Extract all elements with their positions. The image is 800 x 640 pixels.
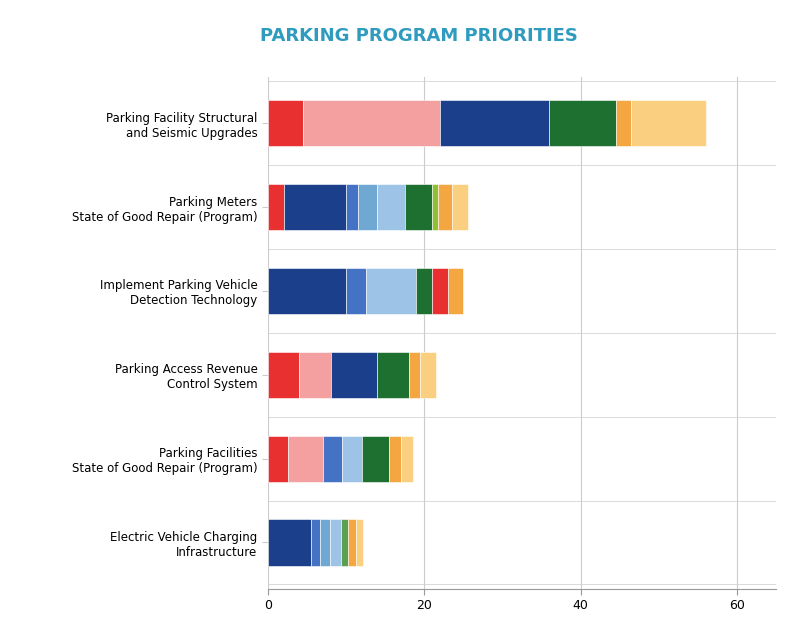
Bar [366,268,417,314]
Bar [438,184,453,230]
Text: PARKING PROGRAM PRIORITIES: PARKING PROGRAM PRIORITIES [260,27,578,45]
Bar [346,268,366,314]
Bar [358,184,378,230]
Bar [268,351,299,398]
Bar [342,520,348,566]
Bar [417,268,432,314]
Bar [330,520,342,566]
Bar [287,436,322,482]
Bar [432,184,438,230]
Bar [378,351,409,398]
Bar [268,436,287,482]
Bar [322,436,342,482]
Bar [268,520,311,566]
Bar [303,100,440,146]
Bar [299,351,330,398]
Bar [355,520,363,566]
Bar [405,184,432,230]
Bar [631,100,706,146]
Bar [330,351,378,398]
Bar [346,184,358,230]
Bar [311,520,320,566]
Bar [320,520,330,566]
Bar [268,268,346,314]
Bar [616,100,631,146]
Bar [432,268,448,314]
Bar [268,184,284,230]
Bar [342,436,362,482]
Bar [448,268,463,314]
Bar [421,351,436,398]
Bar [409,351,421,398]
Bar [440,100,550,146]
Bar [348,520,355,566]
Bar [401,436,413,482]
Bar [550,100,616,146]
Bar [284,184,346,230]
Bar [389,436,401,482]
Bar [378,184,405,230]
Bar [268,100,303,146]
Bar [362,436,389,482]
Bar [453,184,468,230]
